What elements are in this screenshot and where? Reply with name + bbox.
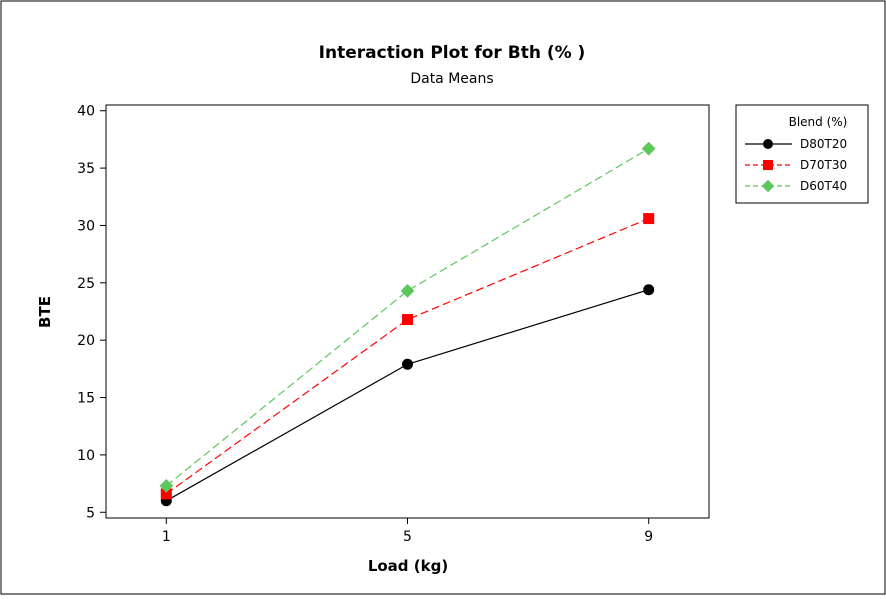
chart-subtitle: Data Means bbox=[410, 71, 493, 87]
x-tick-label-9: 9 bbox=[644, 529, 653, 545]
series-line-d70t30 bbox=[165, 218, 649, 495]
series-line-d60t40 bbox=[165, 148, 650, 487]
legend-label-d80t20: D80T20 bbox=[800, 137, 847, 151]
y-tick-label-35: 35 bbox=[77, 161, 95, 177]
y-tick-label-20: 20 bbox=[77, 333, 95, 349]
data-point-d70t30-5 bbox=[402, 314, 413, 326]
data-point-d80t20-9 bbox=[643, 284, 655, 296]
legend-marker-d60t40 bbox=[761, 179, 775, 193]
x-tick-label-5: 5 bbox=[403, 529, 412, 545]
data-point-d70t30-1 bbox=[160, 488, 172, 500]
data-point-d80t20-5 bbox=[402, 358, 413, 370]
y-tick-label-5: 5 bbox=[86, 505, 95, 521]
legend-label-d70t30: D70T30 bbox=[800, 158, 847, 172]
y-axis-label: BTE bbox=[36, 296, 54, 328]
x-tick-label-1: 1 bbox=[162, 529, 171, 545]
y-axis: 5 10 15 20 25 30 35 40 bbox=[77, 104, 106, 521]
legend-label-d60t40: D60T40 bbox=[800, 179, 847, 193]
legend-marker-d70t30 bbox=[763, 160, 773, 170]
data-point-d60t40-5 bbox=[400, 283, 415, 298]
y-tick-label-25: 25 bbox=[77, 276, 95, 292]
legend-title: Blend (%) bbox=[789, 115, 848, 129]
legend-box bbox=[735, 104, 869, 204]
y-tick-label-30: 30 bbox=[77, 218, 95, 234]
x-axis: 1 5 9 bbox=[162, 518, 653, 545]
y-tick-label-15: 15 bbox=[77, 391, 95, 407]
series-layer bbox=[159, 141, 656, 507]
chart-title: Interaction Plot for Bth (% ) bbox=[319, 43, 586, 63]
legend-marker-d80t20 bbox=[763, 139, 773, 149]
data-point-d60t40-9 bbox=[641, 141, 656, 156]
data-point-d60t40-1 bbox=[159, 479, 174, 493]
y-tick-label-10: 10 bbox=[77, 448, 95, 464]
legend-items: D80T20 D70T30 D60T40 bbox=[745, 137, 847, 193]
x-axis-label: Load (kg) bbox=[368, 557, 448, 575]
data-point-d70t30-9 bbox=[643, 213, 655, 225]
y-tick-label-40: 40 bbox=[77, 104, 95, 120]
legend: Blend (%) D80T20 D70T30 D60T40 bbox=[735, 104, 869, 204]
